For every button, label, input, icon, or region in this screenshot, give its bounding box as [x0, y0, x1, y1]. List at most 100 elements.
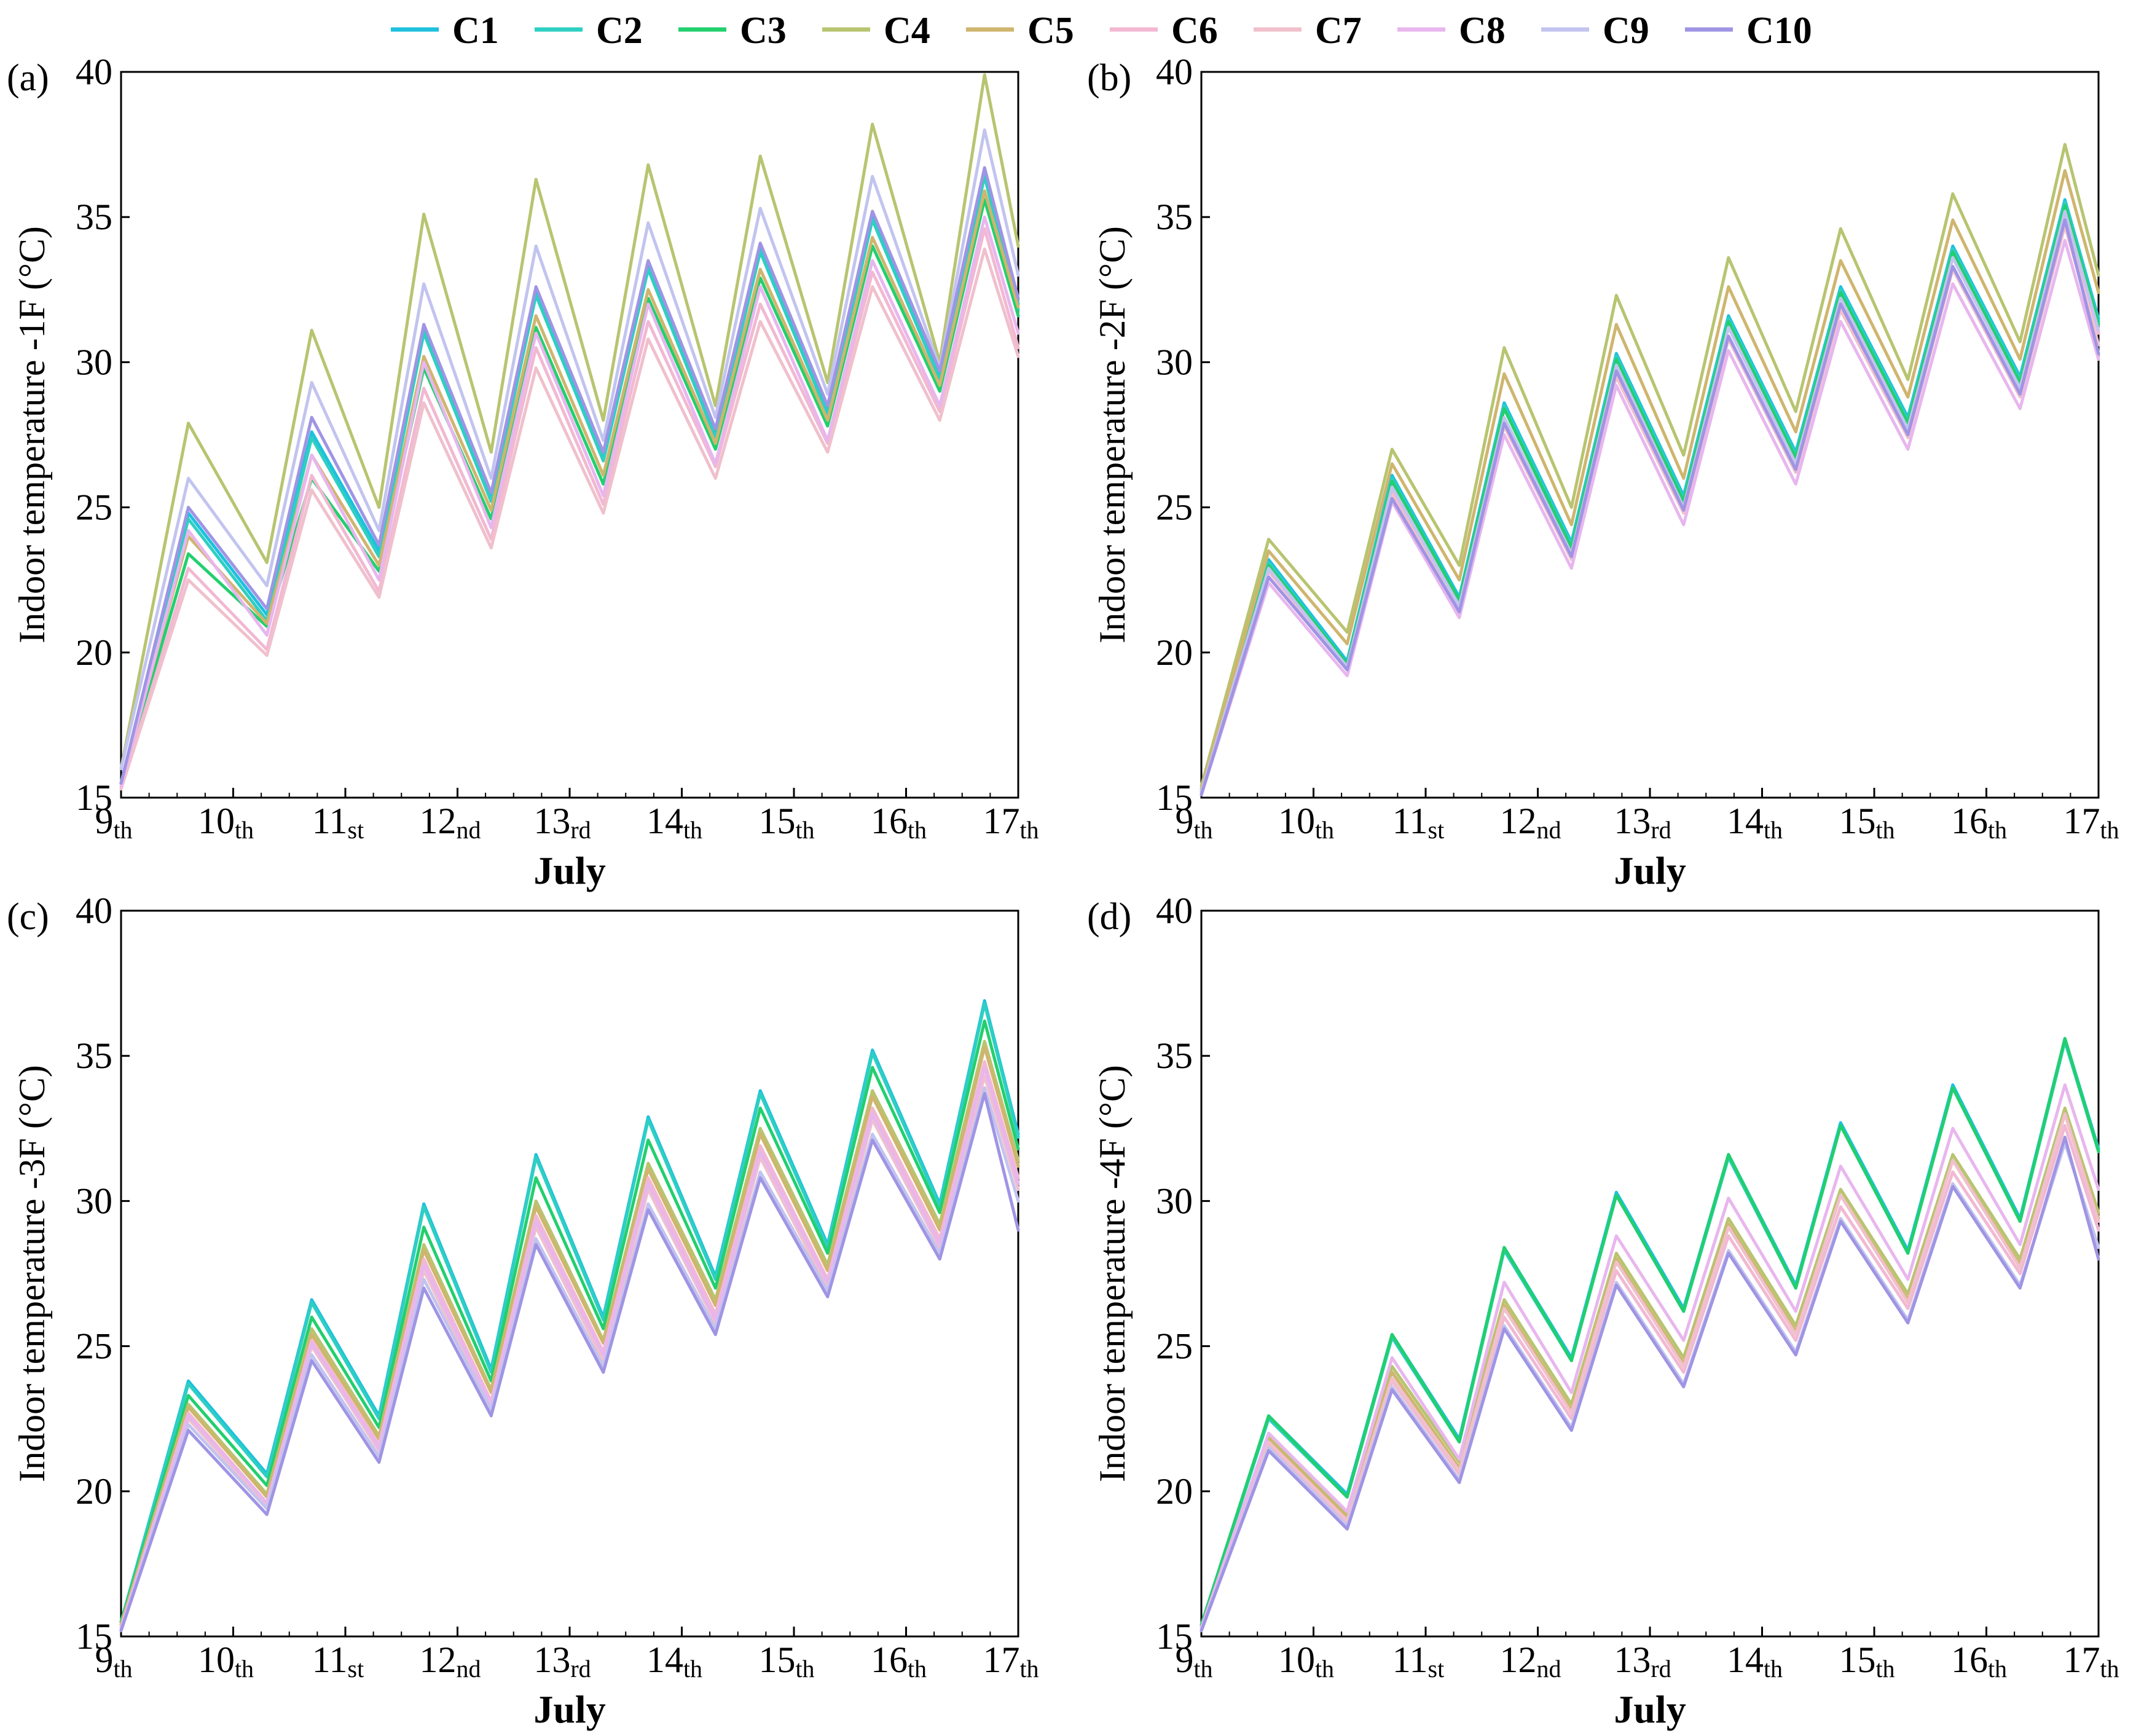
y-tick-label: 25	[1156, 1326, 1193, 1367]
legend-label: C5	[1027, 10, 1074, 52]
y-tick-label: 20	[76, 1471, 112, 1512]
series-line-c2	[119, 175, 1020, 785]
x-tick-suffix: th	[1019, 816, 1039, 844]
x-tick-suffix: th	[683, 816, 702, 844]
y-axis-title: Indoor temperature -4F (°C)	[1092, 1065, 1133, 1482]
x-axis-title: July	[533, 849, 605, 892]
x-tick-label: 13rd	[1614, 801, 1671, 844]
series-line-c8	[119, 215, 1020, 788]
x-tick-day: 15	[1839, 1640, 1875, 1680]
x-tick-suffix: th	[1988, 816, 2007, 844]
x-tick-suffix: th	[2100, 1655, 2119, 1683]
x-tick-day: 17	[2063, 1640, 2100, 1680]
series-line-c8	[1200, 238, 2100, 796]
x-tick-day: 9	[95, 801, 113, 841]
x-tick-label: 13rd	[1614, 1640, 1671, 1683]
x-tick-label: 11st	[1392, 1640, 1444, 1683]
series-group	[1200, 143, 2100, 796]
series-group	[1200, 1037, 2100, 1633]
x-tick-suffix: th	[795, 816, 814, 844]
x-tick-label: 9th	[95, 801, 132, 844]
x-tick-label: 15th	[758, 1640, 814, 1683]
x-tick-suffix: nd	[457, 816, 481, 844]
x-tick-suffix: th	[113, 816, 132, 844]
series-line-c4	[1200, 1106, 2100, 1630]
legend-label: C8	[1459, 10, 1506, 52]
x-tick-suffix: th	[1315, 1655, 1334, 1683]
y-tick-label: 30	[1156, 342, 1193, 382]
x-tick-day: 15	[1839, 801, 1875, 841]
legend-item-c6: C6	[1110, 10, 1218, 52]
legend-label: C4	[884, 10, 930, 52]
y-tick-label: 30	[76, 1180, 112, 1221]
x-tick-day: 13	[1614, 801, 1651, 841]
series-line-c10	[119, 1092, 1020, 1633]
y-tick-label: 35	[1156, 197, 1193, 237]
x-tick-suffix: th	[235, 1655, 254, 1683]
x-tick-label: 9th	[95, 1640, 132, 1683]
series-group	[119, 73, 1020, 791]
x-tick-suffix: th	[1875, 1655, 1895, 1683]
y-tick-label: 25	[76, 487, 112, 528]
x-tick-label: 10th	[198, 801, 254, 844]
plot-area	[120, 71, 1019, 799]
y-tick-label: 15	[76, 1616, 112, 1657]
x-tick-suffix: st	[348, 1655, 364, 1683]
x-tick-day: 15	[758, 801, 795, 841]
series-line-c3	[1200, 1037, 2100, 1627]
legend-label: C9	[1603, 10, 1649, 52]
x-tick-suffix: th	[1315, 816, 1334, 844]
x-tick-suffix: st	[348, 816, 364, 844]
y-axis-title: Indoor temperature -3F (°C)	[12, 1065, 52, 1482]
x-tick-suffix: st	[1428, 816, 1445, 844]
x-tick-day: 11	[312, 801, 348, 841]
y-tick-label: 40	[76, 890, 112, 931]
series-line-c2	[119, 1002, 1020, 1624]
series-line-c9	[1200, 210, 2100, 794]
x-tick-suffix: rd	[1651, 1655, 1671, 1683]
x-tick-suffix: rd	[1651, 816, 1671, 844]
x-tick-suffix: th	[1764, 816, 1783, 844]
legend: C1 C2 C3 C4 C5 C6 C7 C8 C9 C10	[391, 10, 1812, 52]
x-tick-day: 13	[533, 1640, 570, 1680]
x-tick-suffix: th	[795, 1655, 814, 1683]
x-tick-suffix: th	[1019, 1655, 1039, 1683]
x-tick-day: 17	[983, 1640, 1019, 1680]
x-tick-label: 10th	[1278, 1640, 1334, 1683]
y-tick-label: 20	[1156, 1471, 1193, 1512]
x-tick-suffix: nd	[457, 1655, 481, 1683]
x-tick-label: 13rd	[533, 1640, 591, 1683]
series-line-c6	[1200, 213, 2100, 796]
x-tick-suffix: th	[1764, 1655, 1783, 1683]
panel-label: (b)	[1087, 57, 1131, 99]
legend-item-c3: C3	[678, 10, 787, 52]
series-line-c5	[1200, 169, 2100, 791]
x-tick-suffix: nd	[1537, 1655, 1561, 1683]
series-line-c6	[119, 1060, 1020, 1630]
x-axis-title: July	[533, 1687, 605, 1731]
series-line-c10	[1200, 1136, 2100, 1633]
x-tick-day: 16	[1951, 801, 1988, 841]
x-tick-suffix: th	[908, 1655, 927, 1683]
series-group	[119, 999, 1020, 1633]
x-tick-label: 14th	[646, 801, 702, 844]
legend-item-c10: C10	[1685, 10, 1812, 52]
x-tick-day: 16	[1951, 1640, 1988, 1680]
x-tick-label: 15th	[758, 801, 814, 844]
x-tick-suffix: th	[1193, 816, 1212, 844]
legend-item-c4: C4	[822, 10, 930, 52]
series-line-c5	[119, 189, 1020, 785]
x-tick-label: 17th	[983, 1640, 1039, 1683]
panel-label: (d)	[1087, 896, 1131, 938]
x-tick-label: 12nd	[1500, 1640, 1561, 1683]
x-tick-label: 17th	[983, 801, 1039, 844]
x-tick-day: 14	[1727, 1640, 1764, 1680]
x-tick-label: 15th	[1839, 801, 1895, 844]
plot-area	[1200, 909, 2100, 1638]
panel-label: (a)	[7, 57, 49, 99]
series-line-c5	[119, 1045, 1020, 1627]
y-tick-label: 15	[76, 777, 112, 818]
x-tick-label: 16th	[1951, 801, 2007, 844]
